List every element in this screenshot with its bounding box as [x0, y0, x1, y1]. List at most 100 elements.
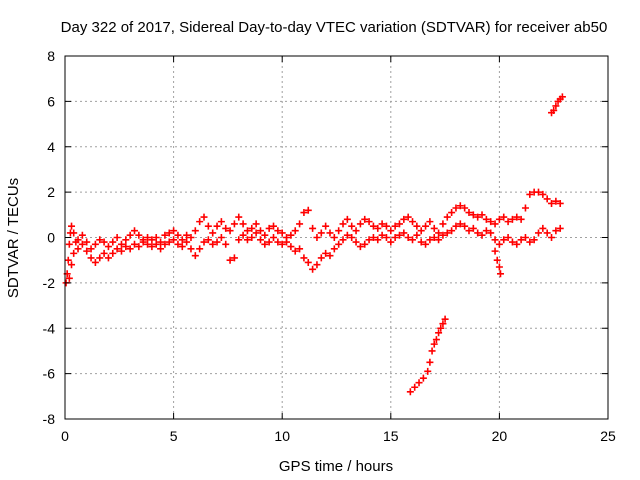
- data-point: [230, 254, 238, 262]
- data-point: [274, 227, 282, 235]
- data-point: [361, 215, 369, 223]
- data-point: [100, 238, 108, 246]
- data-point: [243, 227, 251, 235]
- data-point: [70, 249, 78, 257]
- data-point: [274, 238, 282, 246]
- data-point: [452, 204, 460, 212]
- data-point: [558, 93, 566, 101]
- data-points: [62, 93, 566, 396]
- data-point: [543, 229, 551, 237]
- data-point: [191, 227, 199, 235]
- data-point: [326, 252, 334, 260]
- data-point: [78, 231, 86, 239]
- data-point: [409, 236, 417, 244]
- data-point: [482, 215, 490, 223]
- data-point: [170, 236, 178, 244]
- data-point: [378, 231, 386, 239]
- data-point: [261, 240, 269, 248]
- series-descending-arc-16-17h: [406, 315, 449, 396]
- data-point: [526, 238, 534, 246]
- data-point: [304, 258, 312, 266]
- data-point: [435, 236, 443, 244]
- data-point: [539, 224, 547, 232]
- data-point: [83, 247, 91, 255]
- data-point: [283, 238, 291, 246]
- data-point: [248, 224, 256, 232]
- data-point: [461, 204, 469, 212]
- data-point: [556, 224, 564, 232]
- data-point: [287, 231, 295, 239]
- data-point: [68, 222, 76, 230]
- data-point: [448, 227, 456, 235]
- data-point: [278, 229, 286, 237]
- data-point: [100, 249, 108, 257]
- data-point: [256, 227, 264, 235]
- data-point: [361, 240, 369, 248]
- data-point: [439, 231, 447, 239]
- data-point: [530, 236, 538, 244]
- data-point: [456, 220, 464, 228]
- data-point: [322, 249, 330, 257]
- data-point: [131, 227, 139, 235]
- data-point: [135, 231, 143, 239]
- data-point: [157, 245, 165, 253]
- data-point: [534, 229, 542, 237]
- data-point: [500, 236, 508, 244]
- data-point: [469, 224, 477, 232]
- data-point: [300, 254, 308, 262]
- data-point: [395, 231, 403, 239]
- data-point: [309, 265, 317, 273]
- data-point: [487, 229, 495, 237]
- data-point: [417, 238, 425, 246]
- data-point: [200, 238, 208, 246]
- data-point: [443, 213, 451, 221]
- data-point: [239, 231, 247, 239]
- data-point: [419, 374, 427, 382]
- data-point: [261, 231, 269, 239]
- y-axis-label: SDTVAR / TECUs: [5, 178, 22, 298]
- data-point: [339, 220, 347, 228]
- data-point: [487, 218, 495, 226]
- data-point: [387, 227, 395, 235]
- data-point: [209, 229, 217, 237]
- y-tick-label: -4: [43, 320, 56, 336]
- data-point: [491, 236, 499, 244]
- data-point: [296, 220, 304, 228]
- data-point: [456, 202, 464, 210]
- data-point: [91, 240, 99, 248]
- data-point: [178, 243, 186, 251]
- data-point: [395, 220, 403, 228]
- data-point: [369, 222, 377, 230]
- data-point: [469, 211, 477, 219]
- data-point: [96, 236, 104, 244]
- data-point: [413, 231, 421, 239]
- data-point: [430, 224, 438, 232]
- data-point: [521, 204, 529, 212]
- data-point: [291, 227, 299, 235]
- data-point: [174, 240, 182, 248]
- data-point: [550, 106, 558, 114]
- data-point: [465, 227, 473, 235]
- y-tick-label: -2: [43, 275, 56, 291]
- data-point: [152, 234, 160, 241]
- data-point: [461, 222, 469, 230]
- data-point: [437, 324, 445, 332]
- data-point: [230, 220, 238, 228]
- series-main-band-lower: [65, 220, 564, 282]
- data-point: [343, 231, 351, 239]
- data-point: [400, 229, 408, 237]
- data-point: [183, 238, 191, 246]
- data-point: [74, 236, 82, 244]
- data-point: [209, 240, 217, 248]
- y-tick-label: 6: [47, 93, 55, 109]
- x-tick-label: 10: [274, 428, 290, 444]
- data-point: [213, 238, 221, 246]
- data-point: [426, 218, 434, 226]
- data-point: [196, 218, 204, 226]
- data-point: [74, 245, 82, 253]
- x-tick-label: 5: [170, 428, 178, 444]
- data-point: [493, 256, 501, 264]
- data-point: [248, 234, 256, 241]
- data-point: [256, 236, 264, 244]
- data-point: [144, 234, 152, 241]
